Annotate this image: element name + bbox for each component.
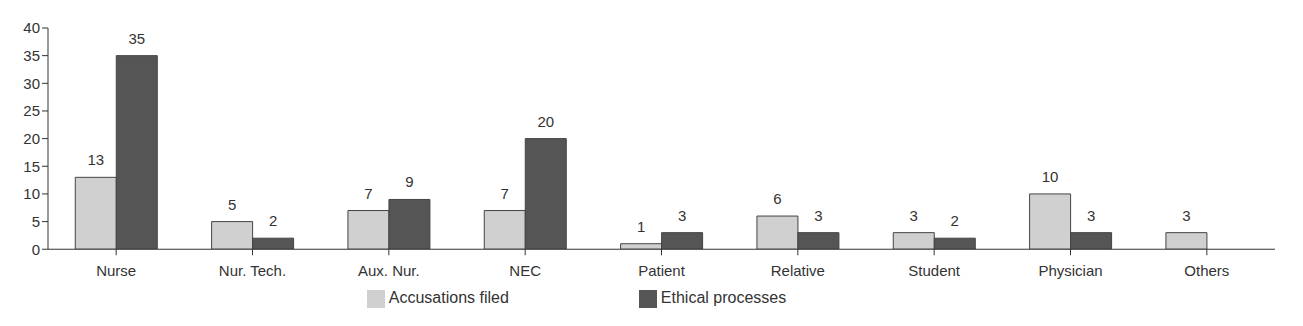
svg-text:40: 40 — [23, 19, 40, 36]
svg-text:Patient: Patient — [638, 262, 686, 279]
svg-text:Aux. Nur.: Aux. Nur. — [358, 262, 420, 279]
svg-text:Relative: Relative — [771, 262, 825, 279]
svg-text:5: 5 — [32, 213, 40, 230]
svg-text:30: 30 — [23, 75, 40, 92]
svg-text:3: 3 — [1182, 207, 1190, 224]
svg-text:9: 9 — [405, 173, 413, 190]
svg-text:6: 6 — [773, 190, 781, 207]
svg-text:3: 3 — [1087, 207, 1095, 224]
svg-text:3: 3 — [814, 207, 822, 224]
svg-text:7: 7 — [364, 185, 372, 202]
svg-text:NEC: NEC — [509, 262, 541, 279]
svg-text:7: 7 — [501, 185, 509, 202]
svg-text:Nur. Tech.: Nur. Tech. — [219, 262, 286, 279]
svg-text:1: 1 — [637, 218, 645, 235]
svg-text:20: 20 — [23, 130, 40, 147]
svg-text:Nurse: Nurse — [96, 262, 136, 279]
svg-text:10: 10 — [1042, 168, 1059, 185]
svg-text:25: 25 — [23, 102, 40, 119]
html-text:Ethical processes: Ethical processes — [660, 289, 787, 307]
svg-text:15: 15 — [23, 158, 40, 175]
svg-text:3: 3 — [678, 207, 686, 224]
svg-text:Student: Student — [908, 262, 961, 279]
svg-text:10: 10 — [23, 185, 40, 202]
svg-text:2: 2 — [269, 212, 277, 229]
svg-text:3: 3 — [910, 207, 918, 224]
svg-text:0: 0 — [32, 241, 40, 258]
svg-text:35: 35 — [23, 47, 40, 64]
svg-text:5: 5 — [228, 196, 236, 213]
svg-text:35: 35 — [128, 30, 145, 47]
svg-text:20: 20 — [537, 113, 554, 130]
svg-text:Physician: Physician — [1038, 262, 1102, 279]
svg-text:Others: Others — [1184, 262, 1229, 279]
svg-text:2: 2 — [951, 212, 959, 229]
svg-text:13: 13 — [87, 151, 104, 168]
html-text:Accusations filed: Accusations filed — [388, 289, 509, 307]
